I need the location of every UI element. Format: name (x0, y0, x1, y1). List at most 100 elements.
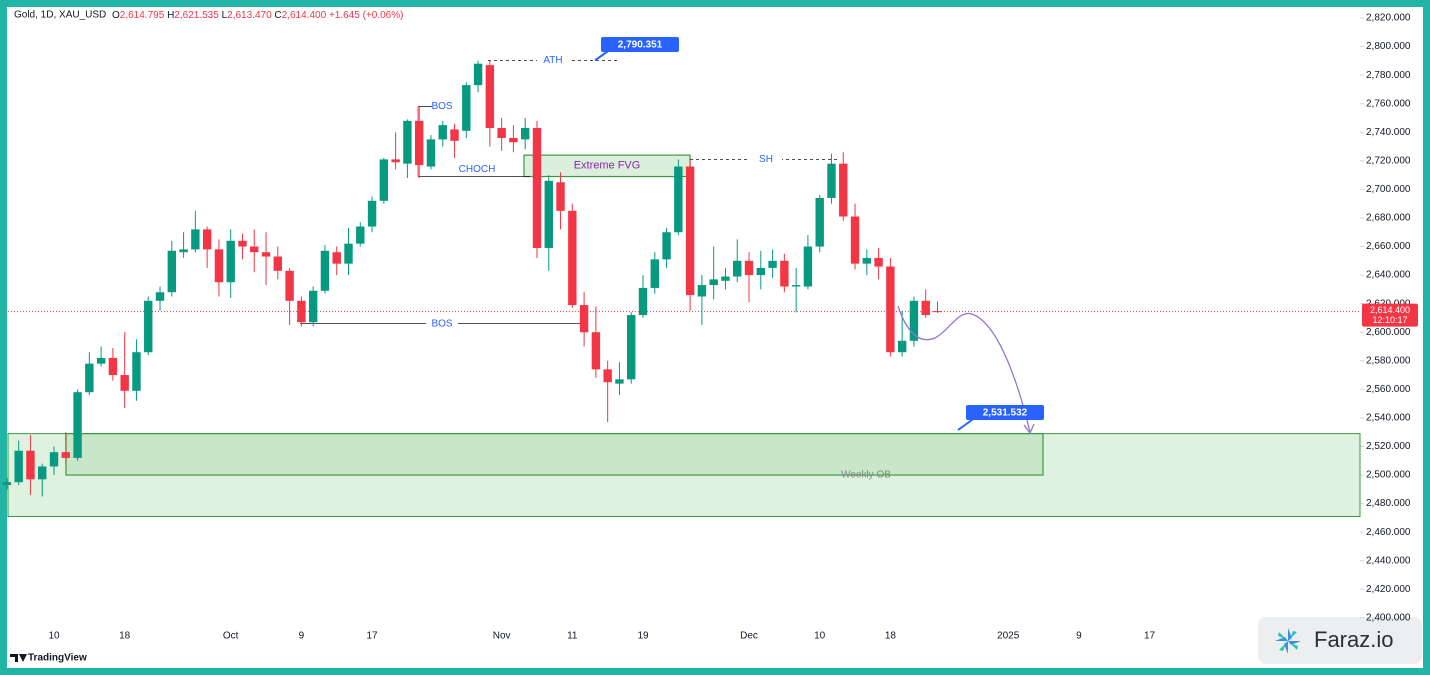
structure-label: BOS (431, 101, 452, 112)
candle-body (532, 127, 542, 248)
candle-body (768, 260, 777, 268)
ohlc-key: C (274, 10, 281, 21)
candle-body (921, 300, 930, 316)
candle-body (827, 163, 836, 198)
x-tick-label: 10 (814, 631, 826, 642)
candle-body (250, 246, 259, 253)
y-tick-label: 2,540.000 (1366, 413, 1411, 424)
ohlc-key: H (167, 10, 174, 21)
candle-body (556, 182, 565, 211)
candle-body (544, 180, 553, 248)
ob-label: Weekly OB (841, 470, 891, 481)
candle-body (226, 240, 235, 283)
y-tick-label: 2,420.000 (1366, 584, 1411, 595)
price-countdown: 12:10:17 (1372, 315, 1407, 325)
candle-body (697, 285, 707, 297)
candle-body (38, 466, 47, 480)
candle-body (638, 287, 648, 316)
candle-body (685, 166, 695, 296)
ohlc-value: 2,621.535 (174, 10, 219, 21)
candle-body (462, 85, 471, 131)
x-tick-label: 2025 (997, 631, 1020, 642)
structure-label: CHOCH (459, 164, 496, 175)
watermark-icon (1275, 628, 1301, 654)
chart-background (7, 7, 1423, 668)
y-tick-label: 2,520.000 (1366, 441, 1411, 452)
candle-body (662, 232, 671, 260)
candle-body (756, 267, 765, 276)
callout-box (601, 37, 679, 52)
y-tick-label: 2,760.000 (1366, 98, 1411, 109)
candle-body (815, 197, 824, 247)
callout-label: 2,790.351 (618, 40, 663, 51)
candle-body (803, 246, 813, 287)
candle-body (497, 127, 506, 138)
candle-body (509, 137, 518, 143)
candle-body (721, 276, 730, 281)
candle-body (839, 163, 848, 217)
callout-label: 2,531.532 (983, 408, 1028, 419)
candle-body (603, 369, 612, 383)
candle-body (744, 260, 754, 276)
structure-label-bg (537, 54, 569, 67)
candle-body (438, 125, 447, 140)
candle-body (167, 250, 176, 293)
y-tick-label: 2,720.000 (1366, 155, 1411, 166)
x-tick-label: Dec (740, 631, 758, 642)
projection-arrow (1023, 423, 1035, 435)
candle-body (850, 216, 860, 264)
structure-label: BOS (431, 318, 452, 329)
x-tick-label: Oct (223, 631, 239, 642)
y-tick-label: 2,740.000 (1366, 127, 1411, 138)
x-tick-label: 19 (637, 631, 649, 642)
candle-body (909, 300, 919, 341)
y-tick-label: 2,680.000 (1366, 213, 1411, 224)
x-tick-label: 17 (1144, 631, 1156, 642)
candle-body (650, 259, 659, 288)
y-tick-label: 2,580.000 (1366, 355, 1411, 366)
y-tick-label: 2,400.000 (1366, 612, 1411, 623)
candle-body (85, 363, 94, 393)
candle-body (886, 266, 895, 353)
x-tick-label: 17 (366, 631, 378, 642)
candle-body (485, 65, 495, 128)
x-tick-label: 18 (885, 631, 897, 642)
ohlc-value: 2,613.470 (227, 10, 272, 21)
candle-body (862, 257, 872, 264)
candle-body (521, 127, 530, 140)
candle-body (155, 292, 165, 301)
y-tick-label: 2,480.000 (1366, 498, 1411, 509)
ohlc-key: O (112, 10, 120, 21)
fvg-label: Extreme FVG (574, 160, 641, 172)
candle-body (874, 257, 883, 267)
candle-body (96, 357, 106, 364)
candle-body (579, 305, 589, 333)
y-tick-label: 2,800.000 (1366, 41, 1411, 52)
candle-body (61, 452, 70, 458)
candle-body (132, 352, 141, 391)
candle-body (108, 357, 118, 376)
y-tick-label: 2,820.000 (1366, 13, 1411, 24)
candle-body (403, 120, 412, 164)
candle-body (73, 392, 82, 458)
candle-body (367, 200, 377, 227)
y-tick-label: 2,640.000 (1366, 270, 1411, 281)
candle-body (2, 482, 12, 486)
structure-label: ATH (543, 55, 562, 66)
candle-body (627, 315, 636, 380)
candle-body (26, 450, 35, 480)
x-tick-label: 11 (567, 631, 578, 642)
candle-body (391, 159, 400, 163)
candle-body (285, 270, 294, 301)
candle-body (261, 252, 271, 257)
structure-label-bg (426, 317, 458, 330)
watermark-text: Faraz.io (1314, 627, 1393, 652)
candle-body (191, 229, 200, 250)
candle-body (308, 290, 318, 323)
change: +1.645 (+0.06%) (329, 10, 404, 21)
candle-body (49, 452, 59, 467)
candle-body (414, 120, 424, 166)
candle-body (332, 252, 341, 264)
